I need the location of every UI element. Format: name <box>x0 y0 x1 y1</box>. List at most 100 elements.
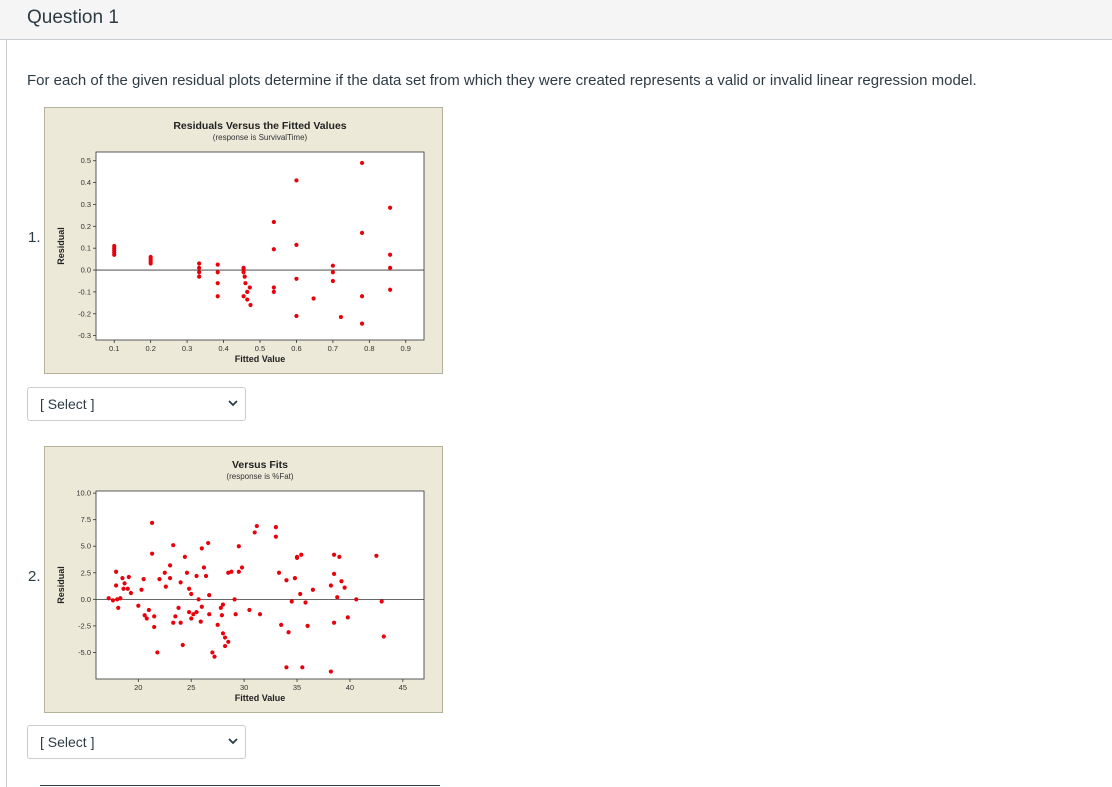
data-point <box>239 565 245 570</box>
data-point <box>245 289 250 295</box>
x-tick-label: 40 <box>346 683 354 692</box>
data-point <box>128 590 134 596</box>
data-point <box>197 265 202 270</box>
data-point <box>118 596 123 601</box>
y-tick-label: 0.1 <box>81 244 91 253</box>
item-number-2: 2. <box>28 568 41 585</box>
data-point <box>292 575 298 581</box>
chart-subtitle: (response is %Fat) <box>226 472 293 481</box>
data-point <box>229 569 234 574</box>
data-point <box>241 270 246 275</box>
data-point <box>388 205 393 210</box>
select-label: [ Select ] <box>40 396 95 412</box>
data-point <box>294 313 299 319</box>
data-point <box>243 281 248 286</box>
data-point <box>236 544 241 549</box>
data-point <box>199 604 204 609</box>
chevron-down-icon <box>228 400 238 407</box>
data-point <box>273 534 278 539</box>
residual-plot-2: Versus Fits (response is %Fat) 20 25 30 35 40 4… <box>44 446 443 713</box>
data-point <box>294 178 299 183</box>
data-point <box>198 619 203 624</box>
y-tick-label: -0.1 <box>78 287 91 296</box>
data-point <box>220 602 226 607</box>
data-point <box>120 575 125 581</box>
y-axis-label: Residual <box>56 566 66 604</box>
data-point <box>337 554 342 559</box>
data-point <box>298 591 303 597</box>
left-border <box>6 40 7 787</box>
data-point <box>215 270 220 275</box>
question-header: Question 1 <box>0 0 1112 40</box>
data-point <box>294 554 300 559</box>
data-point <box>121 586 126 591</box>
y-tick-label: -0.3 <box>78 331 91 340</box>
data-point <box>201 565 207 570</box>
y-axis-label: Residual <box>56 227 66 265</box>
data-point <box>197 274 202 279</box>
data-point <box>345 615 350 620</box>
data-point <box>388 265 393 270</box>
select-label: [ Select ] <box>40 734 95 750</box>
data-point <box>311 296 316 301</box>
data-point <box>212 654 217 659</box>
data-point <box>152 624 157 630</box>
data-point <box>152 614 157 619</box>
data-point <box>136 603 141 608</box>
x-tick-label: 0.7 <box>328 344 338 353</box>
data-point <box>300 665 305 670</box>
data-point <box>189 591 194 597</box>
data-point <box>226 639 231 644</box>
data-point <box>197 261 202 266</box>
data-point <box>207 612 212 617</box>
data-point <box>284 665 289 670</box>
x-tick-label: 0.8 <box>364 344 374 353</box>
data-point <box>342 585 347 590</box>
plot-area <box>95 151 425 341</box>
data-point <box>335 595 340 600</box>
data-point <box>206 540 211 546</box>
answer-select-1[interactable]: [ Select ] <box>27 387 246 421</box>
y-tick-label: -5.0 <box>78 648 91 657</box>
data-point <box>236 569 241 574</box>
data-point <box>178 620 183 625</box>
data-point <box>215 281 220 286</box>
chart-title: Residuals Versus the Fitted Values <box>173 120 346 132</box>
data-point <box>176 605 181 610</box>
data-point <box>388 287 393 292</box>
data-point <box>167 575 173 581</box>
data-point <box>142 613 147 618</box>
answer-select-2[interactable]: [ Select ] <box>27 725 246 759</box>
data-point <box>115 597 120 602</box>
data-point <box>110 598 116 603</box>
data-point <box>330 270 335 275</box>
y-tick-label: 10.0 <box>76 489 91 498</box>
data-point <box>252 530 257 535</box>
x-axis-label: Fitted Value <box>235 693 286 703</box>
data-point <box>331 552 337 557</box>
question-text: For each of the given residual plots det… <box>27 72 977 89</box>
data-point <box>273 525 278 530</box>
data-point <box>289 599 294 604</box>
data-point <box>114 583 119 588</box>
data-point <box>106 596 111 601</box>
y-tick-label: -2.5 <box>78 621 91 630</box>
y-tick-label: 5.0 <box>81 542 91 551</box>
data-point <box>215 294 220 299</box>
data-point <box>126 574 131 580</box>
data-point <box>149 520 155 525</box>
data-point <box>215 262 220 267</box>
data-point <box>167 563 173 568</box>
data-point <box>155 650 160 655</box>
y-tick-label: 0.0 <box>81 266 91 275</box>
chart-title: Versus Fits <box>232 459 288 471</box>
data-point <box>199 546 204 551</box>
data-point <box>178 580 183 585</box>
data-point <box>162 570 167 575</box>
data-point <box>247 607 252 613</box>
data-point <box>226 570 231 575</box>
data-point <box>182 554 187 559</box>
data-point <box>122 581 127 586</box>
data-point <box>187 586 192 591</box>
data-point <box>191 612 196 617</box>
